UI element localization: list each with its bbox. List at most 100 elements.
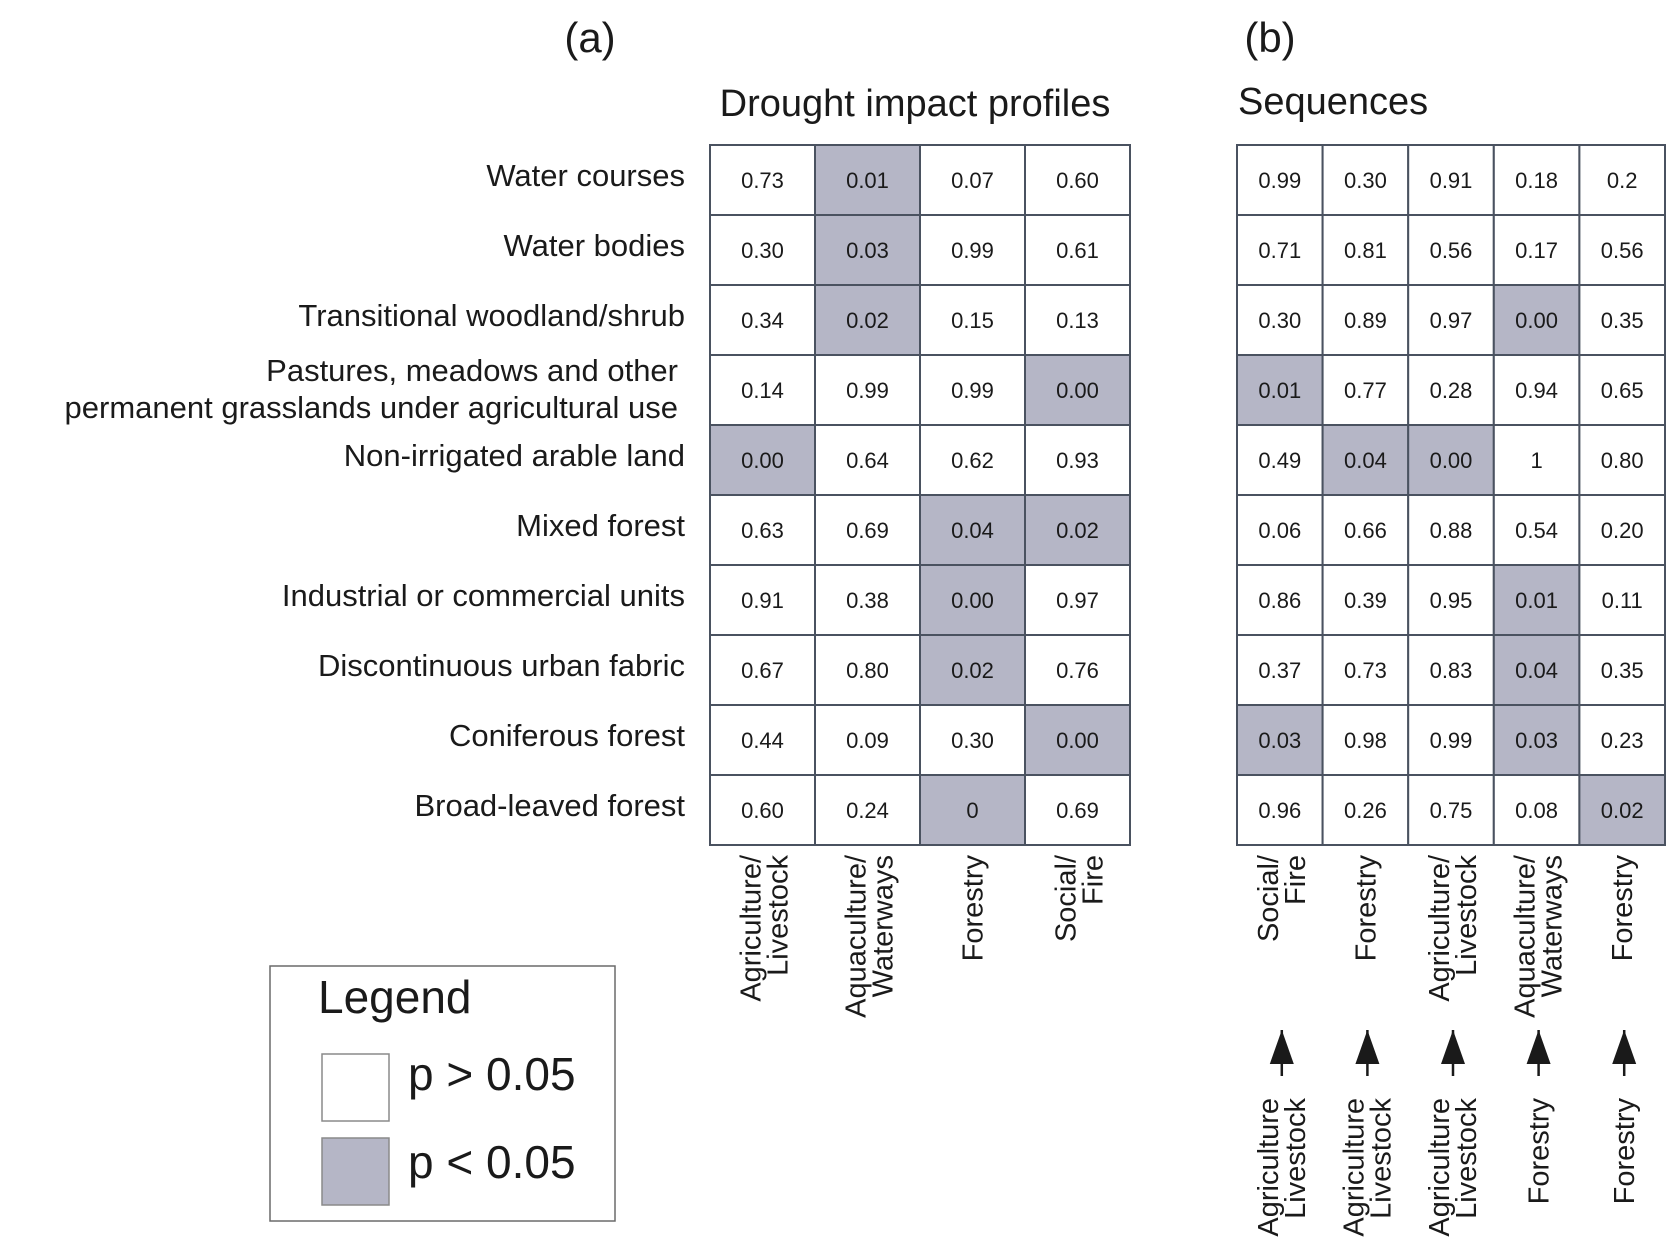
panel-b-cell-value: 0.30 — [1258, 308, 1301, 333]
panel-a-cell-value: 0.00 — [951, 588, 994, 613]
panel-a-cell — [1024, 564, 1131, 636]
column-label: Forestry — [958, 855, 990, 962]
sequence-target-label: Aquaculture/ — [1510, 854, 1542, 1018]
panel-a-cell-value: 0.73 — [741, 168, 784, 193]
panel-a-cell-value: 0.60 — [741, 798, 784, 823]
panel-a-cell-value: 0.97 — [1056, 588, 1099, 613]
sequence-target-label: Agriculture/ — [1424, 854, 1456, 1002]
panel-b-cell-value: 0.96 — [1258, 798, 1301, 823]
panel-b-cell-value: 0.56 — [1430, 238, 1473, 263]
panel-b-cell — [1492, 774, 1581, 846]
panel-a-cell — [814, 494, 921, 566]
panel-b-cell — [1236, 564, 1324, 636]
panel-b-cell-value: 0.28 — [1430, 378, 1473, 403]
panel-a-cell-value: 0.76 — [1056, 658, 1099, 683]
panel-a-cell — [814, 424, 921, 496]
panel-a-cell-value: 0.09 — [846, 728, 889, 753]
panel-b-cell — [1492, 494, 1581, 566]
panel-b-cell-value: 0.03 — [1515, 728, 1558, 753]
panel-b-cell — [1407, 424, 1495, 496]
panel-a-cell — [1024, 144, 1131, 216]
panel-a-cell-value: 0.61 — [1056, 238, 1099, 263]
panel-a-row-labels: Water courses Water bodies Transitional wo… — [65, 158, 686, 823]
panel-b-cell-value: 0.30 — [1344, 168, 1387, 193]
panel-a-cell — [814, 354, 921, 426]
panel-b-cell — [1407, 354, 1495, 426]
panel-b-cell-value: 0.17 — [1515, 238, 1558, 263]
panel-a-cell-value: 0.15 — [951, 308, 994, 333]
panel-b-cell — [1236, 424, 1324, 496]
panel-b-cell — [1578, 284, 1667, 356]
panel-a-grid: 0.73 0.01 0.07 0.60 0.30 0.03 0.99 0.61 0.34 0.02… — [709, 144, 1131, 846]
panel-a-cell — [1024, 704, 1131, 776]
panel-b-cell-value: 0.39 — [1344, 588, 1387, 613]
panel-b-cell-value: 0.54 — [1515, 518, 1558, 543]
panel-b-cell-value: 0.01 — [1515, 588, 1558, 613]
panel-b-cell-value: 0.11 — [1602, 588, 1643, 613]
panel-a-cell-value: 0.69 — [846, 518, 889, 543]
panel-a-cell-value: 0.60 — [1056, 168, 1099, 193]
panel-b-cell — [1578, 564, 1667, 636]
column-label: Waterways — [868, 855, 900, 997]
panel-b-cell-value: 0.97 — [1430, 308, 1473, 333]
panel-b-label: (b) — [1244, 14, 1295, 61]
sequence-target-label: Waterways — [1537, 855, 1569, 997]
panel-a-cell — [919, 424, 1026, 496]
panel-b-cell-value: 0.99 — [1258, 168, 1301, 193]
panel-a-cell — [1024, 284, 1131, 356]
panel-b-cell — [1321, 494, 1410, 566]
panel-a-cell — [919, 564, 1026, 636]
panel-a-cell — [1024, 494, 1131, 566]
panel-a-cell-value: 0.30 — [951, 728, 994, 753]
panel-b-cell — [1492, 704, 1581, 776]
panel-b-cell-value: 0.99 — [1430, 728, 1473, 753]
panel-b-cell-value: 0.18 — [1515, 168, 1558, 193]
panel-b-arrows — [1269, 1030, 1637, 1076]
panel-b-cell-value: 0.83 — [1430, 658, 1473, 683]
panel-a-cell-value: 0.63 — [741, 518, 784, 543]
panel-b-cell — [1492, 564, 1581, 636]
panel-b-cell-value: 0.49 — [1258, 448, 1301, 473]
row-label: Coniferous forest — [449, 718, 685, 753]
sequence-arrow-head — [1441, 1030, 1465, 1064]
sequence-target-label: Livestock — [1451, 855, 1483, 976]
panel-b-title: Sequences — [1238, 81, 1428, 123]
column-label: Livestock — [763, 855, 795, 976]
legend-title: Legend — [318, 971, 472, 1023]
panel-a-cell — [709, 774, 816, 846]
sequence-arrow-head — [1526, 1030, 1551, 1064]
panel-a-cell — [1024, 774, 1131, 846]
panel-b-cell — [1578, 144, 1667, 216]
column-label: Social/ — [1051, 854, 1083, 942]
panel-b-cell-value: 0.56 — [1601, 238, 1644, 263]
panel-a-cell — [814, 214, 921, 286]
row-label: Non-irrigated arable land — [344, 438, 685, 473]
panel-b-cell-value: 0.06 — [1258, 518, 1301, 543]
sequence-target-label: Forestry — [1350, 855, 1382, 962]
panel-a-cell-value: 0.02 — [951, 658, 994, 683]
panel-b-cell-value: 0.86 — [1258, 588, 1301, 613]
panel-b-cell-value: 0.81 — [1344, 238, 1387, 263]
row-label: Industrial or commercial units — [282, 578, 685, 613]
panel-b-cell-value: 1 — [1530, 448, 1542, 473]
panel-b-cell-value: 0.80 — [1601, 448, 1644, 473]
panel-a-cell-value: 0.00 — [741, 448, 784, 473]
panel-a-cell-value: 0.01 — [846, 168, 889, 193]
panel-b-cell-value: 0.03 — [1258, 728, 1301, 753]
panel-b-cell-value: 0.77 — [1344, 378, 1387, 403]
row-label: Transitional woodland/shrub — [298, 298, 685, 333]
panel-b-to-labels: Social/Fire Forestry Agriculture/Livestock… — [1253, 854, 1639, 1018]
panel-a-cell-value: 0.93 — [1056, 448, 1099, 473]
panel-b-cell — [1321, 214, 1410, 286]
panel-b-cell-value: 0.91 — [1430, 168, 1473, 193]
panel-a-label: (a) — [564, 14, 615, 61]
row-label: Water courses — [486, 158, 685, 193]
row-label: Broad-leaved forest — [414, 788, 685, 823]
panel-b-cell-value: 0.88 — [1430, 518, 1473, 543]
column-label: Aquaculture/ — [841, 854, 873, 1018]
panel-a-cell-value: 0.13 — [1056, 308, 1099, 333]
panel-b-cell-value: 0.00 — [1515, 308, 1558, 333]
sequence-source-label: Agriculture — [1424, 1098, 1456, 1237]
panel-a-cell-value: 0.03 — [846, 238, 889, 263]
panel-b-cell-value: 0.98 — [1344, 728, 1387, 753]
